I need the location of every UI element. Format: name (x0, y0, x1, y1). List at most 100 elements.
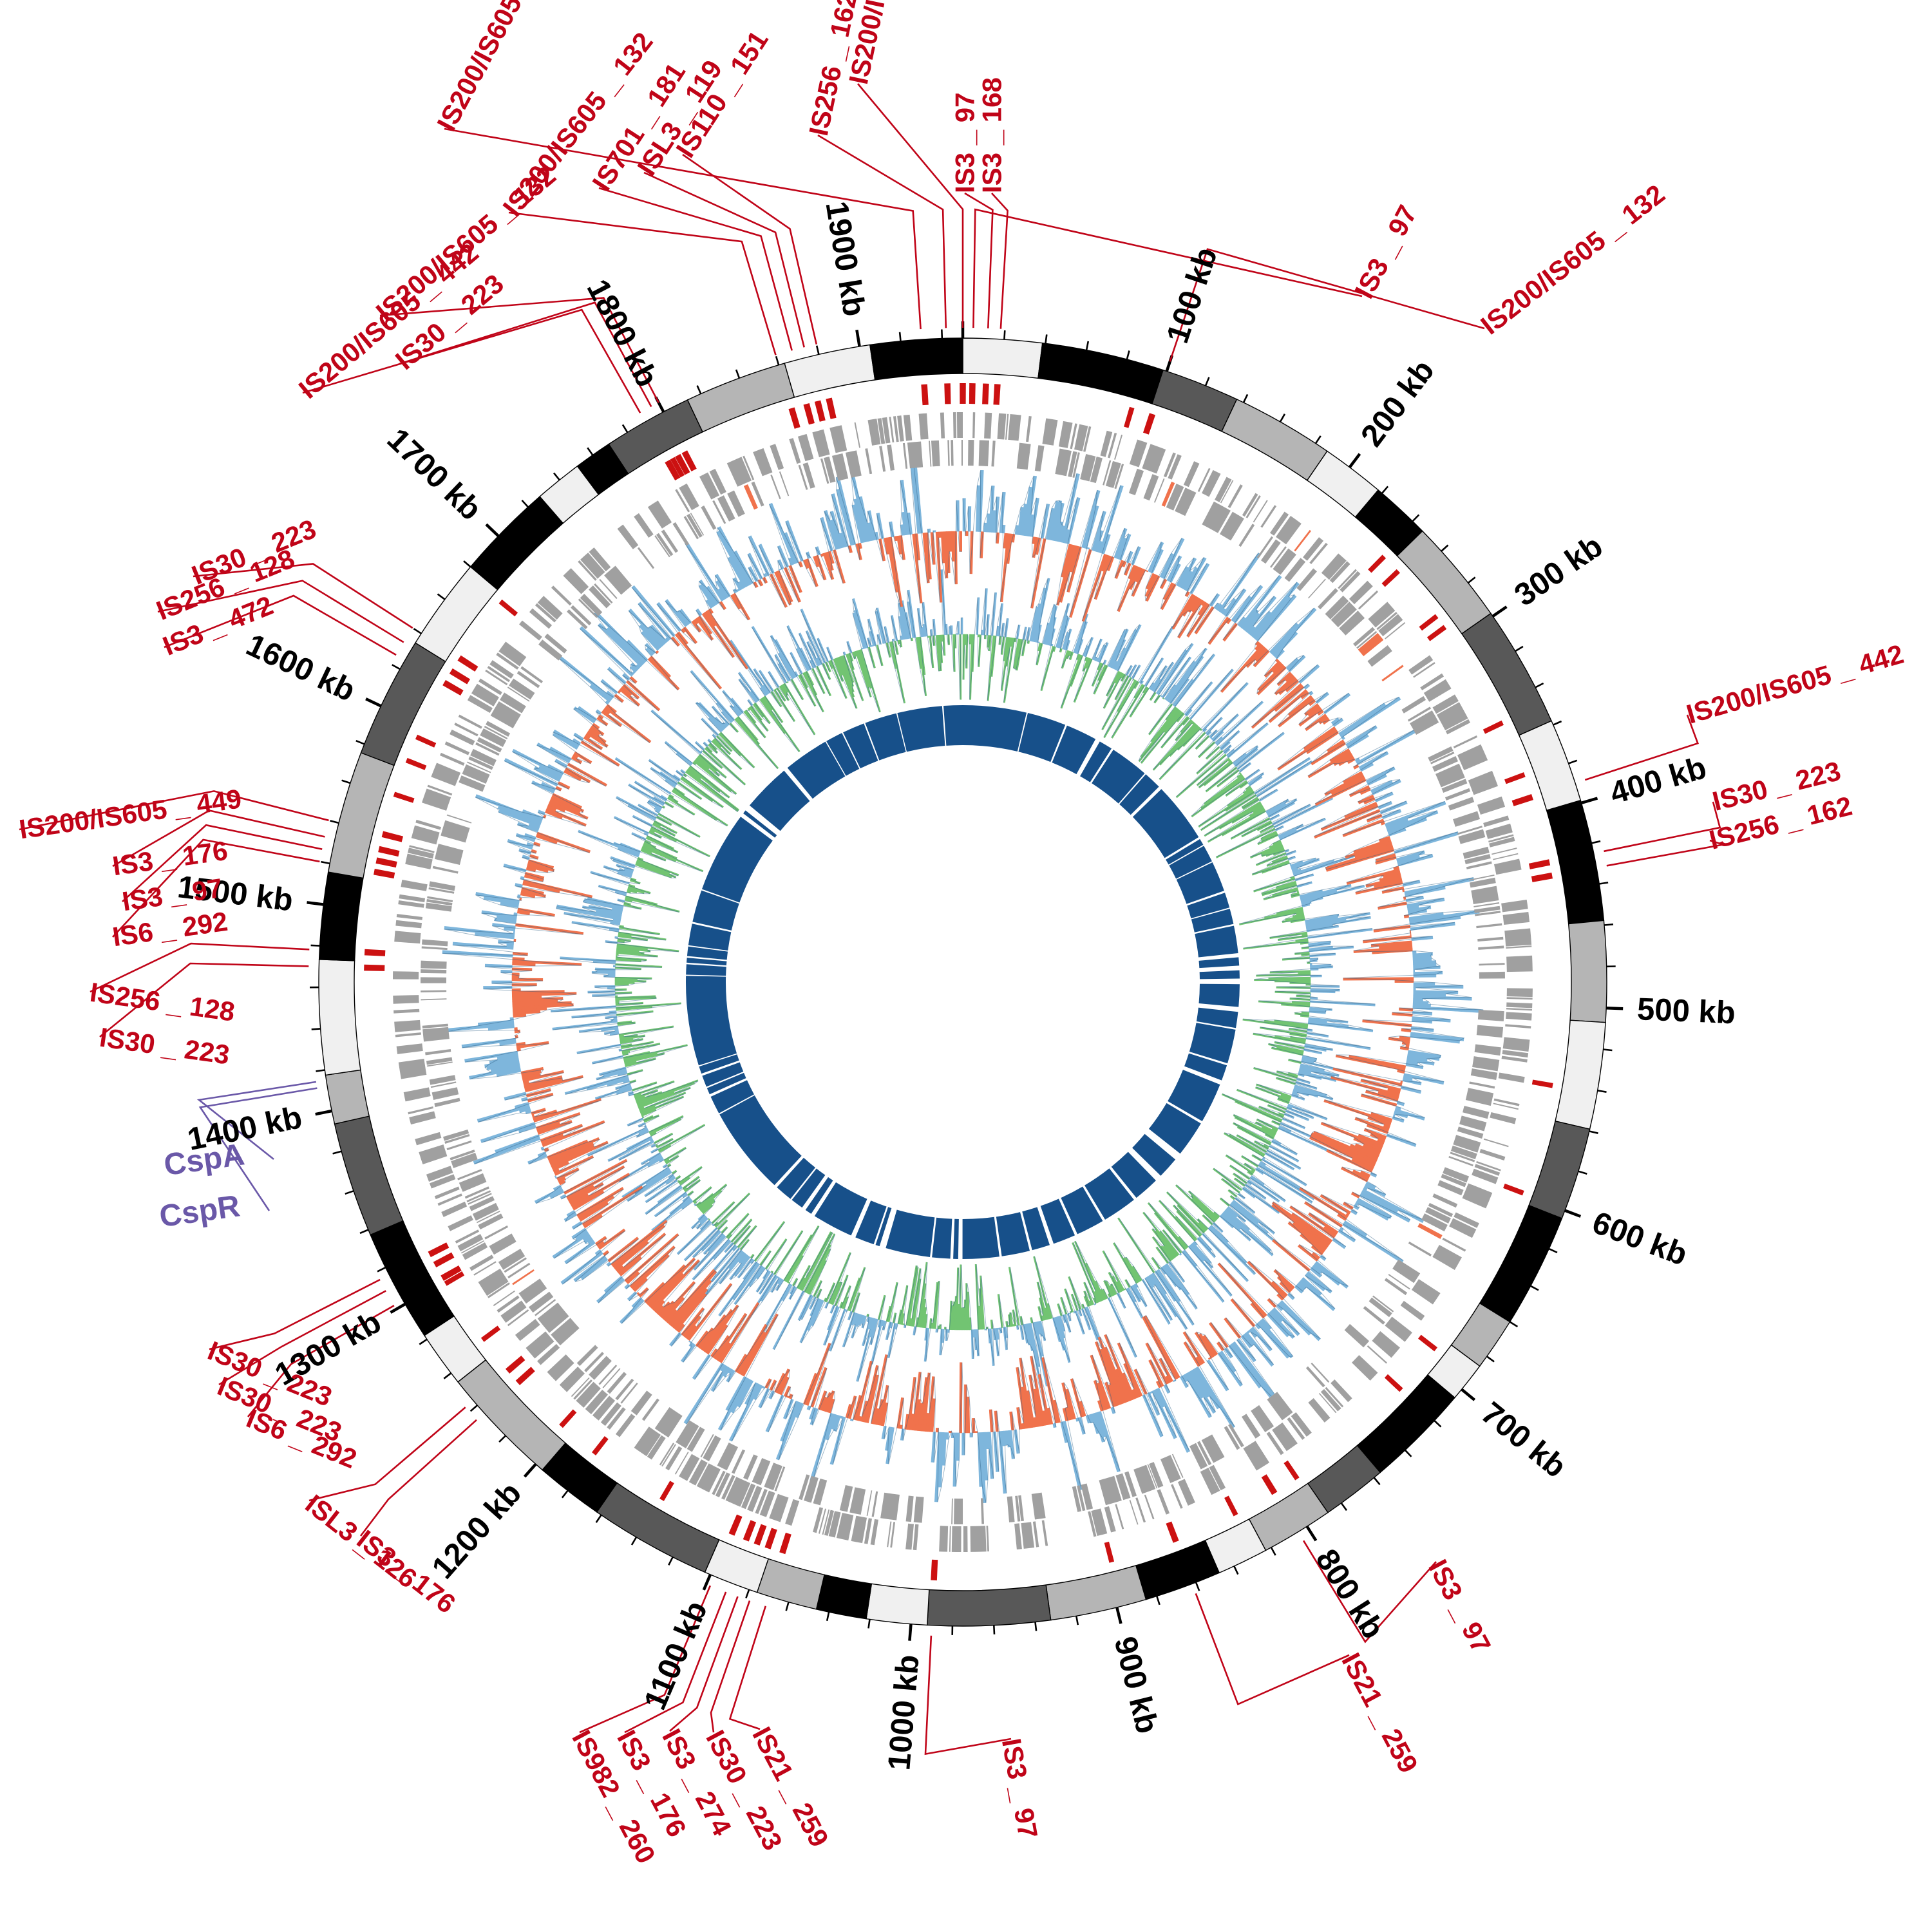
core-genome-block (996, 1212, 1030, 1256)
histogram-bin (1269, 931, 1308, 940)
histogram-bin (1188, 596, 1199, 613)
histogram-bin (714, 737, 732, 755)
histogram-bin (627, 1069, 643, 1075)
histogram-bin (942, 634, 946, 656)
histogram-bin (692, 1186, 712, 1203)
histogram-bin (623, 904, 642, 910)
histogram-bin (1152, 723, 1197, 771)
histogram-bin (786, 681, 789, 684)
histogram-bin (1198, 790, 1255, 828)
histogram-bin (939, 1324, 942, 1330)
histogram-bin (1110, 1283, 1117, 1295)
histogram-bin (1320, 804, 1379, 831)
histogram-bin (1258, 1106, 1284, 1119)
histogram-bin (1083, 1282, 1095, 1305)
histogram-bin (677, 1179, 681, 1183)
histogram-bin (696, 1201, 702, 1207)
histogram-bin (714, 1222, 719, 1227)
core-genome-block (1052, 725, 1096, 775)
histogram-bin (1239, 781, 1249, 789)
histogram-bin (1256, 821, 1273, 831)
is-element-mark (969, 383, 976, 404)
histogram-bin (652, 823, 676, 837)
karyotype-segment (927, 1584, 1052, 1627)
histogram-bin (667, 797, 696, 816)
core-genome-block (1092, 750, 1145, 804)
histogram-bin (860, 649, 881, 713)
histogram-bin (802, 672, 824, 713)
histogram-bin (1160, 583, 1177, 611)
histogram-bin (737, 715, 759, 741)
core-genome-block (855, 1200, 887, 1245)
histogram-bin (618, 934, 649, 942)
karyotype-segment (866, 1583, 930, 1626)
is-element-mark (982, 383, 989, 404)
core-genome-block (710, 1080, 754, 1113)
core-genome-block (719, 1095, 802, 1186)
histogram-bin (1274, 980, 1311, 983)
histogram-bin (1092, 663, 1104, 687)
core-genome-block (688, 923, 732, 951)
histogram-bin (978, 634, 982, 667)
histogram-bin (1102, 1250, 1125, 1291)
histogram-bin (686, 769, 740, 811)
core-genome-block (865, 713, 906, 761)
core-genome-block (843, 723, 878, 769)
histogram-bin (1305, 983, 1311, 986)
histogram-bin (829, 659, 848, 699)
histogram-bin (1006, 533, 1013, 564)
histogram-bin (770, 690, 782, 708)
histogram-bin (1243, 940, 1309, 950)
histogram-bin (1142, 1211, 1179, 1257)
histogram-bin (1251, 1154, 1262, 1162)
histogram-bin (1278, 934, 1308, 942)
histogram-bin (1221, 810, 1267, 837)
histogram-bin (1160, 715, 1189, 749)
histogram-bin (811, 668, 826, 694)
histogram-bin (848, 1267, 866, 1312)
histogram-bin (1114, 675, 1130, 701)
histogram-bin (1182, 717, 1190, 726)
histogram-bin (1289, 981, 1311, 984)
histogram-bin (1240, 1155, 1259, 1168)
histogram-bin (1218, 802, 1262, 829)
histogram-bin (1274, 1041, 1305, 1050)
histogram-bin (614, 991, 632, 994)
core-genome-block (1061, 1186, 1103, 1235)
histogram-bin (1172, 1204, 1202, 1236)
histogram-bin (1148, 703, 1173, 735)
histogram-bin (1005, 1321, 1009, 1328)
histogram-bin (649, 1115, 684, 1134)
histogram-bin (842, 654, 855, 683)
core-genome-block (1189, 1023, 1236, 1064)
histogram-bin (687, 1190, 694, 1197)
histogram-bin (1267, 1104, 1286, 1114)
histogram-bin (1256, 666, 1287, 696)
histogram-bin (623, 1051, 650, 1059)
histogram-bin (715, 735, 733, 752)
histogram-bin (1169, 724, 1199, 757)
histogram-bin (1175, 720, 1194, 742)
karyotype-segment (318, 959, 361, 1076)
histogram-bin (1324, 773, 1365, 796)
histogram-bin (628, 884, 636, 888)
histogram-bin (965, 531, 969, 536)
histogram-bin (743, 710, 766, 739)
core-genome-block (749, 770, 810, 831)
histogram-bin (1264, 1133, 1274, 1140)
histogram-bin (694, 759, 737, 795)
histogram-bin (1160, 578, 1168, 589)
histogram-bin (899, 639, 903, 648)
histogram-bin (1236, 1126, 1271, 1146)
histogram-bin (1206, 746, 1220, 760)
histogram-bin (1140, 712, 1184, 764)
is-element-mark (931, 1559, 938, 1581)
cds-block (1479, 971, 1505, 979)
histogram-bin (658, 813, 701, 838)
histogram-bin (947, 634, 951, 645)
histogram-bin (886, 1305, 892, 1322)
histogram-bin (761, 697, 800, 752)
core-genome-block (1191, 909, 1234, 933)
histogram-bin (658, 1124, 706, 1151)
